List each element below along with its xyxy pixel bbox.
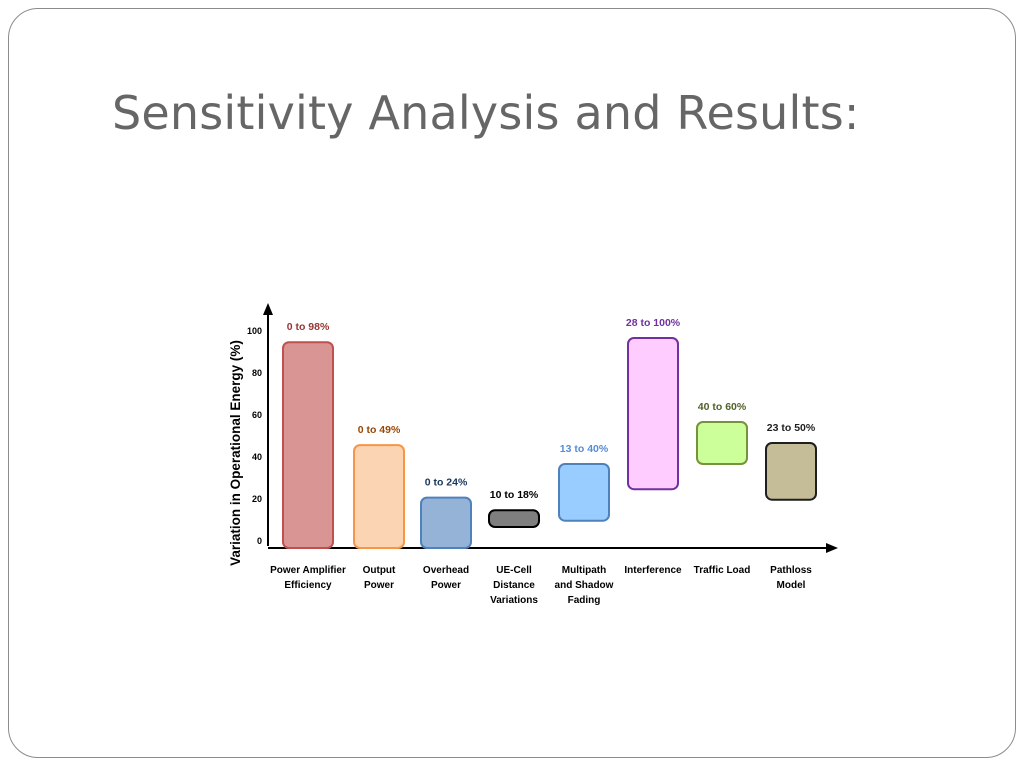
bar-range-label: 40 to 60% [698, 401, 747, 413]
bar-7 [765, 442, 817, 501]
y-tick-labels: 0 20 40 60 80 100 [247, 326, 262, 546]
bar-range-label: 0 to 49% [358, 424, 401, 436]
y-tick-label: 0 [257, 536, 262, 546]
bar-range-label: 23 to 50% [767, 422, 816, 434]
bar-3 [488, 509, 540, 529]
bar-6 [696, 421, 748, 465]
category-label: UE-Cell [496, 565, 532, 576]
y-tick-label: 80 [252, 368, 262, 378]
category-label: Power [364, 580, 394, 591]
y-tick-label: 40 [252, 452, 262, 462]
category-label: Fading [568, 595, 601, 606]
category-label: Power [431, 580, 461, 591]
y-tick-label: 100 [247, 326, 262, 336]
category-label: Power Amplifier [270, 565, 346, 576]
bar-range-label: 0 to 98% [287, 321, 330, 333]
y-tick-label: 20 [252, 494, 262, 504]
category-label: Interference [624, 565, 682, 576]
bar-5 [627, 337, 679, 491]
bar-0 [282, 341, 334, 550]
bar-range-label: 0 to 24% [425, 477, 468, 489]
category-label: Pathloss [770, 565, 812, 576]
category-label: Model [777, 580, 806, 591]
category-label: and Shadow [555, 580, 614, 591]
y-tick-label: 60 [252, 410, 262, 420]
bar-4 [558, 463, 610, 522]
slide-title: Sensitivity Analysis and Results: [112, 86, 860, 140]
slide-frame [8, 8, 1016, 758]
bar-range-label: 10 to 18% [490, 489, 539, 501]
category-label: Traffic Load [694, 565, 751, 576]
x-axis-arrow [826, 543, 838, 553]
category-label: Overhead [423, 565, 469, 576]
category-label: Efficiency [284, 580, 332, 591]
y-axis-arrow [263, 303, 273, 315]
category-label: Output [363, 565, 396, 576]
bar-1 [353, 444, 405, 550]
chart-bars: 0 to 98% Power Amplifier Efficiency 0 to 49… [270, 317, 817, 606]
category-label: Variations [490, 595, 538, 606]
bar-range-label: 13 to 40% [560, 443, 609, 455]
bar-range-label: 28 to 100% [626, 317, 681, 329]
y-axis-label: Variation in Operational Energy (%) [228, 340, 243, 566]
category-label: Multipath [562, 565, 606, 576]
bar-2 [420, 496, 472, 550]
category-label: Distance [493, 580, 535, 591]
